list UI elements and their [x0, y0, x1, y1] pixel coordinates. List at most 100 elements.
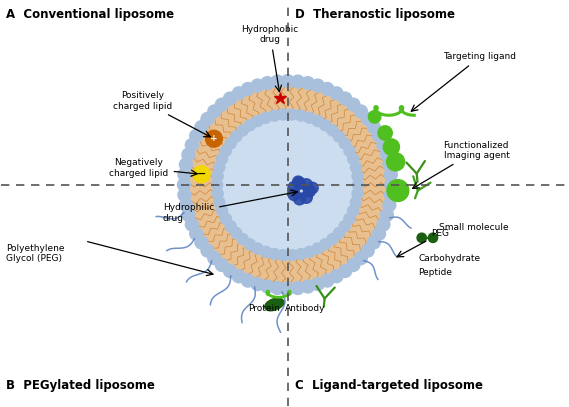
Circle shape	[268, 109, 281, 122]
Circle shape	[376, 217, 390, 232]
Circle shape	[250, 277, 265, 291]
Text: Polyethylene
Glycol (PEG): Polyethylene Glycol (PEG)	[6, 244, 64, 263]
Text: −: −	[197, 169, 206, 179]
Circle shape	[361, 112, 375, 126]
Text: Negatively
charged lipid: Negatively charged lipid	[109, 158, 197, 178]
Circle shape	[215, 97, 229, 112]
Circle shape	[244, 119, 256, 131]
Circle shape	[181, 208, 196, 222]
Polygon shape	[188, 85, 387, 285]
Circle shape	[216, 153, 228, 165]
Text: Protein: Protein	[248, 304, 280, 313]
Circle shape	[288, 182, 300, 193]
Circle shape	[281, 74, 295, 88]
Circle shape	[237, 233, 249, 245]
Text: Carbohydrate: Carbohydrate	[419, 254, 481, 263]
Circle shape	[346, 97, 361, 112]
Circle shape	[303, 245, 316, 258]
Circle shape	[319, 238, 332, 251]
Circle shape	[291, 281, 305, 295]
Circle shape	[220, 212, 232, 225]
Text: C  Ligand-targeted liposome: C Ligand-targeted liposome	[295, 379, 483, 392]
Circle shape	[346, 258, 361, 272]
Text: Hydrophobic
drug: Hydrophobic drug	[241, 25, 299, 92]
Circle shape	[268, 248, 281, 260]
Circle shape	[181, 147, 196, 162]
Circle shape	[260, 279, 275, 294]
Circle shape	[212, 170, 224, 182]
Circle shape	[205, 130, 222, 147]
Circle shape	[179, 198, 193, 212]
Circle shape	[351, 187, 364, 200]
Circle shape	[270, 281, 284, 295]
Circle shape	[343, 212, 356, 225]
Circle shape	[194, 235, 209, 249]
Circle shape	[311, 115, 324, 127]
Circle shape	[241, 274, 255, 288]
Circle shape	[178, 188, 192, 202]
Circle shape	[368, 111, 381, 123]
Circle shape	[294, 177, 306, 189]
Circle shape	[333, 227, 345, 239]
Circle shape	[300, 191, 312, 203]
Text: Positively
charged lipid: Positively charged lipid	[113, 91, 211, 137]
Circle shape	[193, 166, 210, 183]
Circle shape	[384, 177, 398, 192]
Circle shape	[241, 82, 255, 96]
Circle shape	[417, 233, 426, 243]
Text: Targeting ligand: Targeting ligand	[411, 53, 517, 111]
Circle shape	[339, 220, 351, 232]
Circle shape	[277, 108, 290, 121]
Circle shape	[230, 227, 242, 239]
Circle shape	[220, 118, 355, 252]
Circle shape	[294, 193, 306, 205]
Circle shape	[372, 227, 386, 241]
Text: Small molecule: Small molecule	[439, 223, 509, 232]
Circle shape	[351, 170, 364, 182]
Circle shape	[349, 161, 362, 173]
Circle shape	[295, 248, 307, 260]
Circle shape	[216, 204, 228, 217]
Circle shape	[384, 188, 398, 202]
Ellipse shape	[265, 298, 284, 311]
Circle shape	[270, 74, 284, 89]
Circle shape	[384, 139, 399, 155]
Circle shape	[378, 126, 392, 140]
Circle shape	[361, 243, 375, 258]
Circle shape	[194, 120, 209, 134]
Circle shape	[352, 179, 364, 191]
Circle shape	[259, 112, 272, 124]
Circle shape	[354, 251, 368, 265]
Circle shape	[200, 243, 215, 258]
Circle shape	[326, 124, 339, 137]
Circle shape	[376, 138, 390, 152]
Circle shape	[288, 188, 300, 201]
Circle shape	[300, 279, 315, 294]
Circle shape	[303, 112, 316, 124]
Circle shape	[343, 144, 356, 157]
Circle shape	[189, 129, 203, 143]
Text: B  PEGylated liposome: B PEGylated liposome	[6, 379, 155, 392]
Circle shape	[303, 185, 315, 197]
Circle shape	[333, 130, 345, 143]
Circle shape	[382, 158, 397, 172]
Circle shape	[291, 74, 305, 89]
Text: Hydrophilic
drug: Hydrophilic drug	[163, 190, 297, 223]
Text: D  Theranostic liposome: D Theranostic liposome	[295, 8, 455, 21]
Circle shape	[428, 233, 438, 243]
Circle shape	[295, 109, 307, 122]
Circle shape	[347, 204, 360, 217]
Circle shape	[286, 108, 298, 121]
Circle shape	[384, 167, 398, 182]
Circle shape	[207, 104, 221, 118]
Circle shape	[329, 269, 344, 283]
Circle shape	[326, 233, 339, 245]
Circle shape	[380, 208, 394, 222]
Circle shape	[338, 264, 352, 278]
Circle shape	[212, 187, 224, 200]
Circle shape	[380, 147, 394, 162]
Circle shape	[177, 177, 191, 192]
Circle shape	[211, 179, 224, 191]
Circle shape	[300, 179, 312, 190]
Text: Antibody: Antibody	[285, 304, 325, 313]
